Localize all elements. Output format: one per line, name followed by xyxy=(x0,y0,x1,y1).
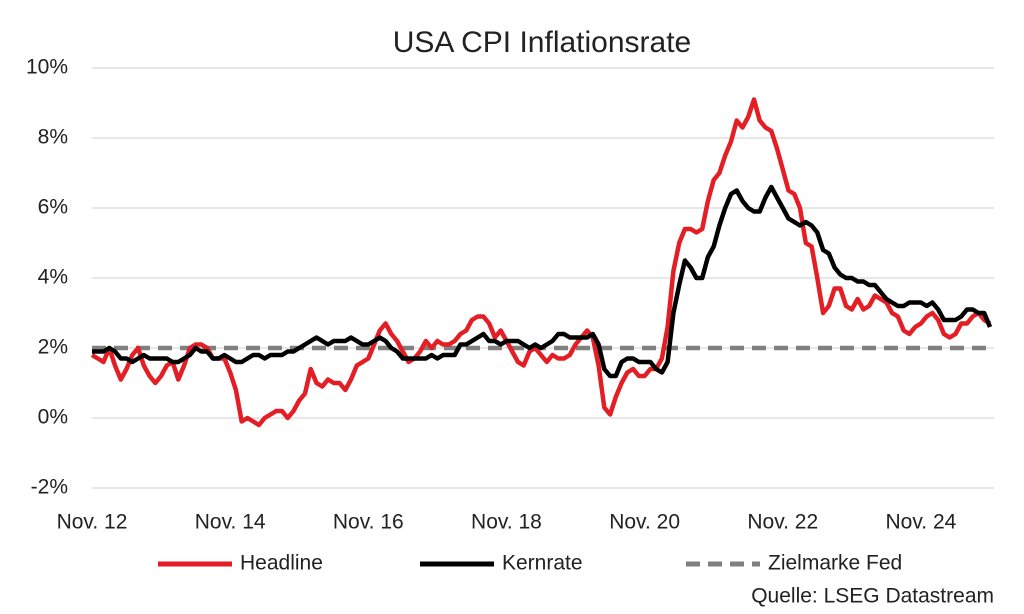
x-tick-label: Nov. 12 xyxy=(57,511,128,534)
x-tick-label: Nov. 20 xyxy=(609,511,680,534)
series-line xyxy=(90,97,992,428)
x-tick-label: Nov. 16 xyxy=(333,511,404,534)
legend-label: Zielmarke Fed xyxy=(768,552,902,575)
y-tick-label: 10% xyxy=(26,56,68,79)
series-line xyxy=(92,184,993,379)
y-tick-label: -2% xyxy=(31,476,68,499)
y-tick-label: 8% xyxy=(38,126,68,149)
legend-label: Headline xyxy=(240,552,323,575)
chart-title: USA CPI Inflationsrate xyxy=(393,26,691,59)
x-tick-label: Nov. 14 xyxy=(195,511,266,534)
y-tick-label: 6% xyxy=(38,196,68,219)
y-tick-label: 4% xyxy=(38,266,68,289)
x-tick-label: Nov. 18 xyxy=(471,511,542,534)
x-tick-label: Nov. 24 xyxy=(886,511,957,534)
source-note: Quelle: LSEG Datastream xyxy=(751,585,994,608)
x-tick-label: Nov. 22 xyxy=(747,511,818,534)
legend-label: Kernrate xyxy=(502,552,583,575)
y-tick-label: 0% xyxy=(38,406,68,429)
y-tick-label: 2% xyxy=(38,336,68,359)
